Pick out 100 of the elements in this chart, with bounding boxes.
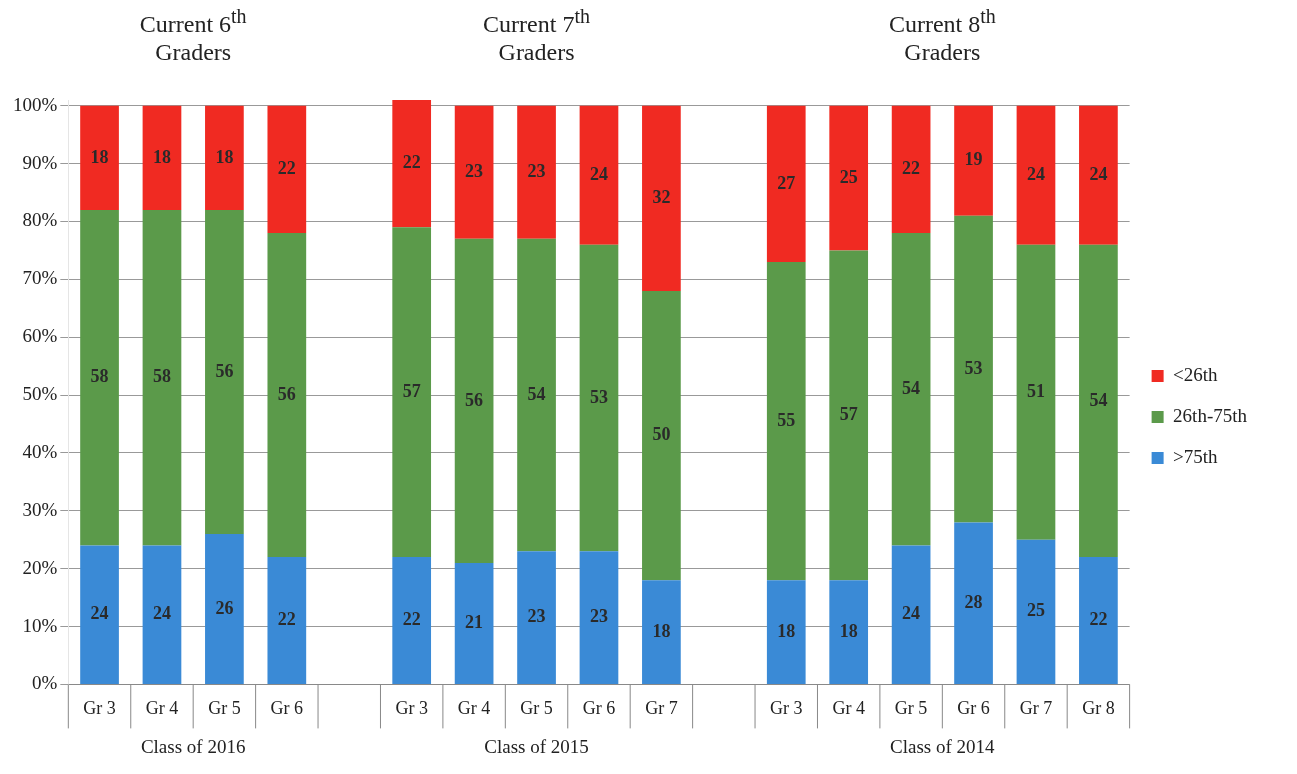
data-label: 24 [152, 603, 171, 624]
data-label: 54 [527, 383, 546, 404]
bar [454, 105, 494, 239]
data-label: 23 [527, 606, 546, 627]
bar [766, 262, 806, 581]
x-tick-label: Gr 7 [645, 697, 678, 718]
x-tick-label: Gr 8 [1082, 697, 1115, 718]
y-tick-label: 70% [22, 267, 58, 289]
bar [891, 545, 931, 684]
data-label: 57 [402, 380, 421, 401]
data-label: 50 [652, 424, 671, 445]
bar [891, 233, 931, 546]
data-label: 18 [652, 620, 671, 641]
data-label: 32 [652, 187, 671, 208]
data-label: 51 [1026, 380, 1045, 401]
bar [517, 105, 556, 239]
bar [392, 100, 432, 228]
data-label: 24 [90, 603, 109, 624]
bar [642, 580, 681, 684]
bar [766, 580, 806, 684]
data-label: 22 [277, 158, 296, 179]
data-label: 24 [589, 163, 608, 184]
data-label: 53 [589, 386, 608, 407]
y-tick-label: 30% [22, 498, 58, 520]
bar [954, 105, 993, 216]
data-label: 25 [839, 166, 858, 187]
bar [579, 551, 619, 684]
data-label: 56 [465, 389, 484, 410]
bar [142, 209, 182, 546]
bar [142, 105, 182, 210]
x-tick-label: Gr 5 [208, 697, 241, 718]
data-label: 21 [465, 612, 484, 633]
data-label: 22 [902, 158, 921, 179]
bar [267, 557, 307, 684]
y-tick-label: 10% [22, 614, 58, 636]
text: Class of 2015 [483, 736, 590, 759]
x-tick-label: Gr 4 [145, 697, 179, 718]
data-label: 23 [589, 606, 608, 627]
bar [80, 545, 119, 684]
x-tick-label: Gr 5 [520, 697, 553, 718]
y-tick-label: 20% [22, 556, 58, 578]
bar [1079, 244, 1118, 558]
x-tick-label: Gr 6 [270, 697, 304, 718]
data-label: 18 [777, 620, 796, 641]
data-label: 57 [839, 404, 858, 424]
bar [954, 522, 993, 684]
bar [517, 551, 556, 684]
y-tick-label: 40% [22, 440, 58, 462]
y-tick-label: 100% [13, 93, 58, 115]
data-label: 22 [402, 152, 421, 173]
data-label: 23 [465, 160, 484, 181]
bar [1079, 105, 1118, 245]
data-label: 58 [152, 366, 171, 387]
bar [579, 244, 619, 552]
text: Current 8$^{th}$ Graders [887, 4, 997, 66]
legend-label: >75th [1173, 445, 1219, 467]
x-tick-label: Gr 6 [957, 697, 990, 718]
bar [829, 250, 869, 581]
bar [80, 105, 119, 210]
bar [517, 238, 556, 552]
y-tick-label: 60% [22, 325, 58, 347]
data-label: 54 [1089, 389, 1108, 410]
data-label: 18 [90, 146, 109, 167]
data-label: 19 [964, 149, 983, 170]
text: Current 6$^{th}$ Graders [138, 4, 248, 66]
y-tick-label: 90% [22, 151, 58, 173]
data-label: 24 [1089, 163, 1108, 184]
data-label: 56 [277, 383, 296, 404]
data-label: 56 [215, 360, 234, 381]
data-label: 18 [215, 146, 234, 167]
data-label: 18 [152, 146, 171, 167]
bar [829, 580, 869, 684]
data-label: 24 [902, 603, 921, 624]
bar [891, 105, 931, 234]
data-label: 23 [527, 160, 546, 181]
data-label: 22 [277, 609, 296, 630]
bar [1016, 539, 1056, 684]
bar [1079, 557, 1118, 684]
x-tick-label: Gr 5 [894, 697, 928, 718]
bar [766, 105, 806, 263]
text: Current 7$^{th}$ Graders [482, 4, 591, 66]
bar [1016, 244, 1056, 540]
x-tick-label: Gr 6 [582, 697, 616, 718]
bar [454, 562, 494, 684]
y-tick-label: 50% [22, 383, 58, 405]
legend-label: 26th-75th [1173, 404, 1248, 426]
bar [392, 557, 432, 684]
legend-label: <26th [1173, 363, 1219, 385]
data-label: 26 [215, 597, 234, 618]
data-label: 53 [964, 357, 983, 378]
bar [1016, 105, 1056, 245]
bar [579, 105, 619, 245]
data-label: 18 [839, 620, 858, 641]
y-tick-label: 0% [32, 672, 58, 694]
data-label: 55 [777, 409, 796, 430]
data-label: 24 [1026, 163, 1045, 184]
bar [267, 105, 307, 234]
x-tick-label: Gr 7 [1019, 697, 1053, 718]
data-label: 25 [1026, 600, 1045, 621]
x-tick-label: Gr 4 [832, 697, 865, 718]
